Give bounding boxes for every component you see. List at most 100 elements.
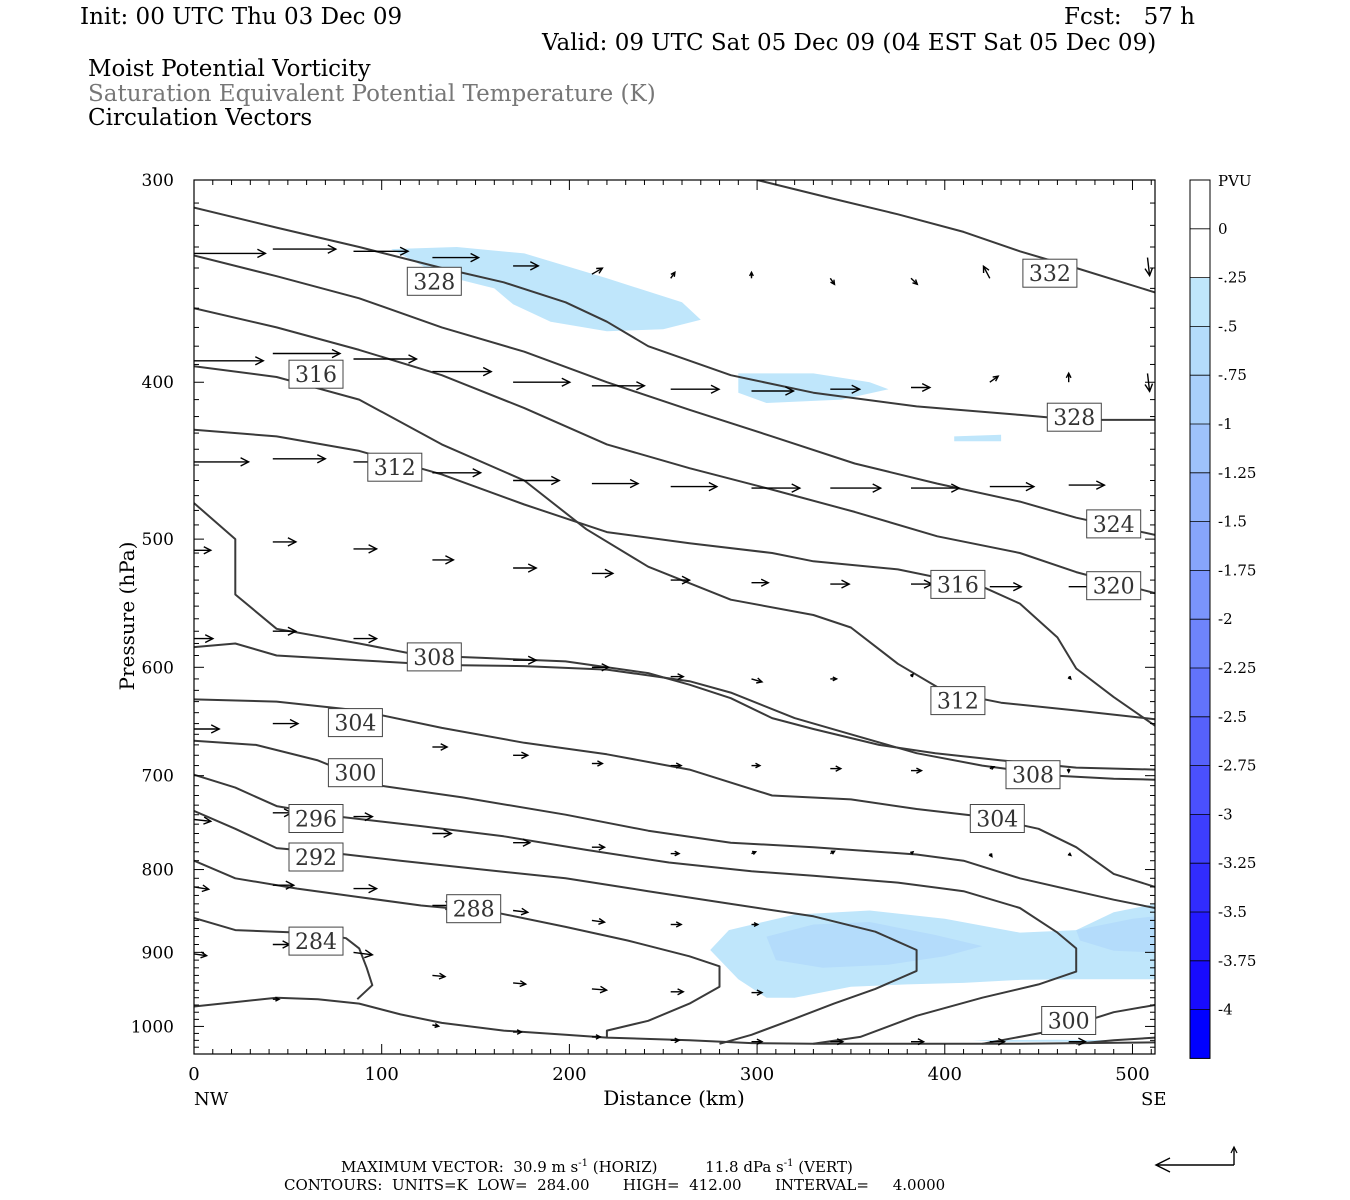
vector-head-98 [677,988,685,996]
vector-shaft-94 [353,951,373,956]
colorbar-swatch-6 [1190,472,1210,522]
x-tick-label-1: 100 [365,1064,399,1085]
footer-contours: CONTOURS: UNITS=K LOW= 284.00 HIGH= 412.… [284,1176,946,1194]
contour-label-312-13: 312 [930,686,986,716]
vector-arrow-50 [272,626,298,636]
vector-head-22 [992,375,1000,382]
vector-head-77 [598,843,607,851]
vector-arrow-3 [432,252,481,263]
colorbar-label-1: -.25 [1218,269,1247,287]
colorbar-swatch-0 [1190,180,1210,230]
vector-arrow-63 [432,743,449,751]
vector-arrow-102 [513,1029,524,1035]
vector-arrow-8 [829,277,836,286]
colorbar-swatch-16 [1190,960,1210,1010]
y-tick-label-3: 600 [142,658,174,678]
contour-label-box-0 [288,926,344,956]
contour-label-box-5 [327,758,383,788]
contour-label-box-8 [969,804,1025,833]
vector-head-76 [522,838,532,847]
colorbar-label-3: -.75 [1218,366,1247,384]
vector-head-68 [835,765,843,772]
contour-label-text-10: 308 [413,646,455,671]
vector-arrow-55 [670,673,685,681]
vector-arrow-1 [272,244,338,254]
vector-head-39 [368,544,379,554]
contour-label-box-18 [406,266,462,296]
vector-arrow-51 [353,633,379,644]
vector-arrow-18 [670,384,721,394]
contour-label-text-15: 316 [937,573,979,598]
vector-arrow-31 [670,481,719,492]
colorbar-swatch-4 [1190,375,1210,425]
vector-head-64 [521,751,530,760]
vector-shaft-96 [513,982,526,985]
y-tick-label-7: 1000 [131,1017,174,1037]
vector-head-26 [316,454,327,464]
contour-label-box-3 [288,842,344,872]
vector-arrow-11 [1144,257,1154,278]
vector-arrow-14 [353,354,419,364]
vector-head-58 [909,673,915,678]
vector-head-20 [851,384,862,394]
contour-label-box-6 [1041,1006,1097,1035]
vector-head-37 [203,546,213,555]
colorbar-swatch-1 [1190,228,1210,278]
vector-arrow-13 [272,348,342,359]
vector-arrow-61 [272,718,300,729]
vector-arrow-92 [194,951,209,959]
vector-head-101 [434,1023,441,1029]
vector-head-51 [368,633,379,644]
colorbar-swatch-5 [1190,424,1210,474]
vector-arrow-46 [911,579,934,589]
y-tick-label-6: 900 [142,943,174,963]
vector-head-29 [550,475,561,486]
y-tick-label-0: 300 [142,171,174,191]
vector-head-67 [755,762,762,769]
vector-shaft-10 [982,265,991,279]
vector-arrow-93 [272,940,292,949]
vector-arrow-34 [911,483,961,493]
reference-vector [1154,1145,1238,1173]
vector-arrow-96 [513,980,528,988]
vector-arrow-91 [751,921,760,928]
vector-head-90 [675,921,683,928]
vector-arrow-57 [830,676,839,682]
vector-head-10 [982,264,990,274]
vector-arrow-35 [989,481,1036,492]
vector-arrow-42 [591,568,615,579]
vector-head-49 [204,634,215,644]
colorbar-label-12: -3 [1218,805,1233,823]
contour-label-text-19: 328 [1053,406,1095,431]
vector-arrow-65 [591,760,604,767]
vector-head-83 [1067,852,1072,857]
contour-label-box-17 [1086,509,1142,539]
contour-label-284-0: 284 [288,926,344,956]
vector-head-85 [285,880,296,890]
vector-head-88 [520,907,530,916]
colorbar-label-0: 0 [1218,220,1228,238]
contour-label-text-16: 320 [1093,575,1135,600]
init-time: Init: 00 UTC Thu 03 Dec 09 [80,4,403,30]
colorbar-swatch-8 [1190,570,1210,620]
plot-frame [193,179,1156,1055]
vector-head-61 [289,718,300,729]
vector-arrow-89 [591,917,607,925]
colorbar-label-10: -2.5 [1218,708,1247,726]
vector-head-34 [950,483,961,493]
colorbar-swatch-3 [1190,326,1210,376]
vector-shaft-56 [751,678,763,683]
vector-head-70 [990,765,996,771]
vector-arrow-88 [513,907,530,916]
contour-320-line-16 [194,307,1155,595]
vector-arrow-83 [1067,852,1072,857]
vector-head-103 [595,1034,602,1040]
contour-label-300-5: 300 [327,758,383,788]
vector-head-50 [287,626,298,636]
vector-head-72 [203,816,213,825]
vector-head-94 [364,949,374,959]
contour-label-box-16 [1086,571,1142,601]
vector-arrow-9 [910,277,919,286]
contour-label-text-8: 304 [976,808,1018,833]
vector-arrow-77 [591,843,607,851]
